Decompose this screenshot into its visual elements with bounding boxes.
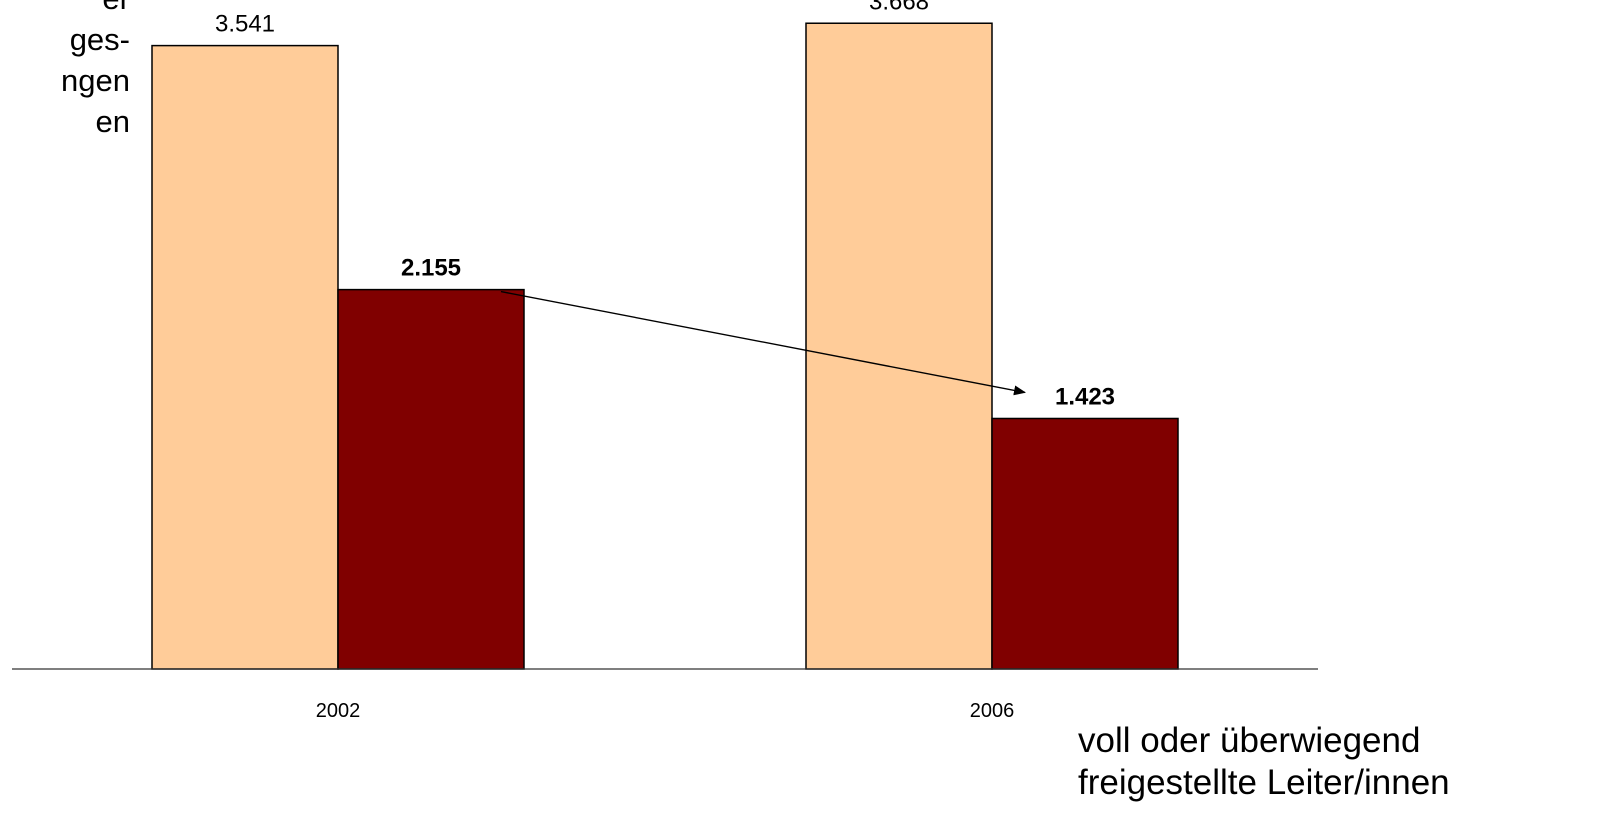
bar-2006-series-1 — [991, 417, 1179, 670]
bar-2002-series-0 — [151, 44, 339, 670]
bar-2002-series-1 — [337, 288, 525, 670]
trend-arrow — [500, 290, 1026, 396]
data-label-2002-series-1: 2.155 — [401, 255, 461, 282]
side-label-line: er — [0, 0, 130, 19]
side-label-line: ges- — [69, 22, 130, 57]
legend-note: voll oder überwiegend freigestellte Leit… — [1078, 720, 1450, 804]
bar-2006-series-0 — [805, 22, 993, 670]
data-label-2006-series-0: 3.668 — [869, 0, 929, 15]
x-tick-label: 2002 — [316, 700, 361, 722]
side-label: er ges- ngen en — [0, 0, 130, 142]
data-label-2002-series-0: 3.541 — [215, 11, 275, 38]
x-tick-label: 2006 — [970, 700, 1015, 722]
side-label-line: en — [95, 104, 130, 139]
legend-note-line: voll oder überwiegend — [1078, 721, 1421, 760]
legend-note-line: freigestellte Leiter/innen — [1078, 763, 1450, 802]
data-label-2006-series-1: 1.423 — [1055, 383, 1115, 410]
side-label-line: ngen — [61, 63, 130, 98]
